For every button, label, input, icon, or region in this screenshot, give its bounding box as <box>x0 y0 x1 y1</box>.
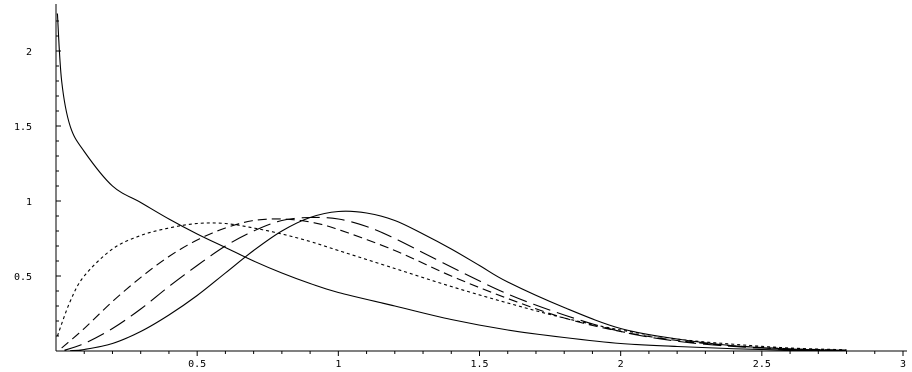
chart-series-group <box>56 13 847 352</box>
series-line-1 <box>56 13 847 352</box>
axis-ticks-group: 0.5 1 1.5 2 2.5 3 0.5 1 1.5 2 <box>14 20 906 370</box>
y-tick-label: 1.5 <box>14 122 32 133</box>
series-line-3 <box>61 218 847 351</box>
x-tick-label: 1.5 <box>470 359 488 370</box>
x-tick-label: 1 <box>335 359 341 370</box>
y-tick-label: 1 <box>26 197 32 208</box>
chart-axes <box>55 4 907 352</box>
x-tick-label: 2 <box>618 359 624 370</box>
series-line-5 <box>70 210 847 352</box>
x-tick-label: 0.5 <box>188 359 206 370</box>
series-line-2 <box>56 222 847 351</box>
x-tick-label: 2.5 <box>753 359 771 370</box>
x-tick-label: 3 <box>900 359 906 370</box>
y-tick-label: 0.5 <box>14 272 32 283</box>
y-tick-label: 2 <box>26 47 32 58</box>
series-line-4 <box>64 216 847 351</box>
